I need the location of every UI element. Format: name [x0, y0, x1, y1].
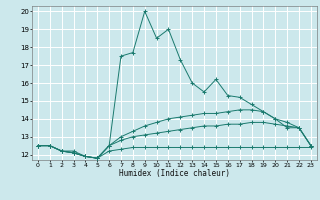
- X-axis label: Humidex (Indice chaleur): Humidex (Indice chaleur): [119, 169, 230, 178]
